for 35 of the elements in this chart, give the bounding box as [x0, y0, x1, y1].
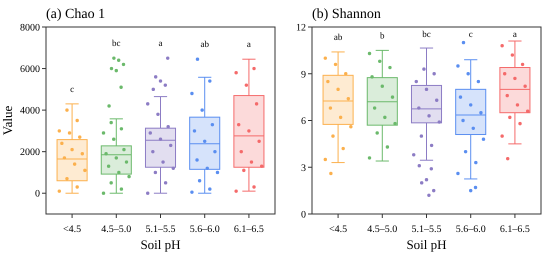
x-tick-label: <4.5 — [63, 224, 82, 235]
x-tick-label: 5.1–5.5 — [412, 224, 442, 235]
x-tick-label: 4.5–5.0 — [101, 224, 132, 235]
y-tick-label: 8000 — [20, 22, 40, 34]
x-tick-label: 4.5–5.0 — [367, 224, 398, 235]
x-tick-label: 5.6–6.0 — [456, 224, 486, 235]
annotation: ab — [334, 32, 343, 42]
x-axis-title: Soil pH — [140, 237, 181, 252]
x-tick-label: 5.6–6.0 — [190, 224, 220, 235]
x-tick-label: 5.1–5.5 — [146, 224, 176, 235]
annotation: ab — [200, 39, 210, 50]
x-tick-label: <4.5 — [329, 224, 348, 235]
y-axis-title: Value — [0, 105, 15, 136]
y-tick-label: 3 — [301, 162, 306, 174]
y-tick-label: 2000 — [20, 147, 40, 158]
y-tick-label: 12 — [296, 22, 306, 34]
annotation: a — [512, 29, 517, 39]
y-tick-label: 9 — [301, 69, 306, 80]
y-tick-label: 4000 — [20, 106, 40, 117]
annotation: bc — [112, 38, 121, 48]
x-tick-label: 6.1–6.5 — [234, 224, 264, 235]
annotation: bc — [422, 29, 431, 39]
annotation: a — [158, 38, 162, 48]
annotation: b — [380, 30, 386, 40]
chart-title: (a) Chao 1 — [46, 7, 106, 22]
x-axis-title: Soil pH — [406, 237, 447, 252]
annotation: c — [468, 29, 473, 39]
y-tick-label: 0 — [35, 188, 40, 200]
chart-title: (b) Shannon — [312, 7, 381, 22]
annotation: c — [70, 84, 74, 94]
y-tick-label: 6000 — [20, 64, 40, 76]
y-tick-label: 6 — [301, 116, 306, 127]
x-tick-label: 6.1–6.5 — [500, 224, 530, 235]
y-tick-label: 0 — [301, 210, 306, 220]
annotation: a — [246, 39, 251, 50]
